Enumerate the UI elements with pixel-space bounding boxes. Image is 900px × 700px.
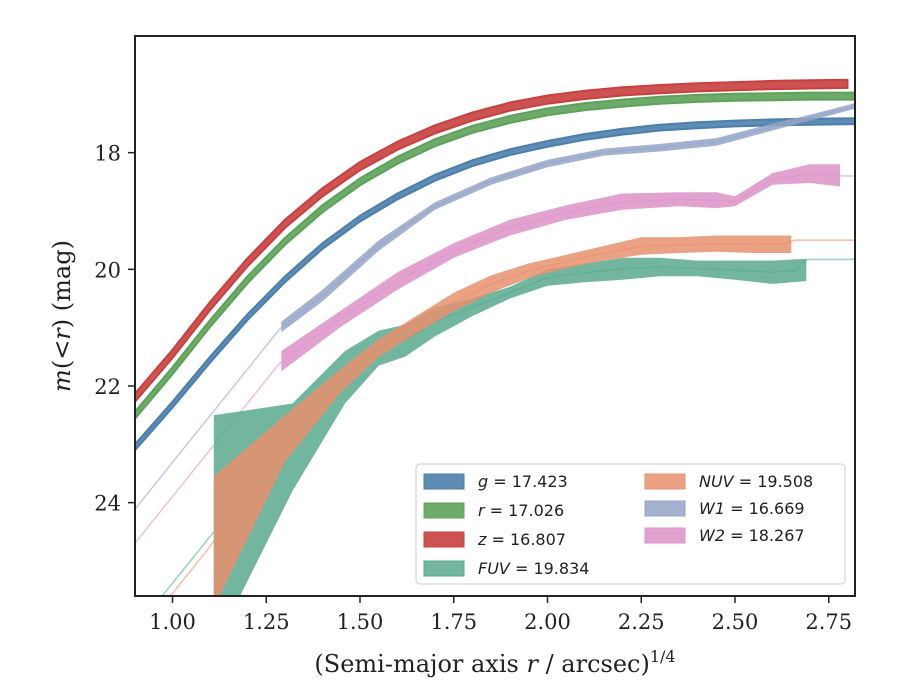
x-tick-label: 1.00 bbox=[149, 610, 196, 634]
x-tick-label: 2.00 bbox=[524, 610, 571, 634]
x-axis-label: (Semi-major axis r / arcsec)1/4 bbox=[314, 647, 675, 678]
x-tick-label: 2.50 bbox=[712, 610, 759, 634]
series-g-band bbox=[135, 117, 855, 452]
legend-swatch-w2 bbox=[644, 527, 686, 544]
series-r-band bbox=[135, 91, 855, 421]
legend-swatch-fuv bbox=[423, 560, 465, 577]
y-axis-ticks: 18 20 22 24 bbox=[94, 142, 135, 516]
legend-label-fuv: FUV = 19.834 bbox=[478, 559, 589, 578]
x-tick-label: 1.25 bbox=[243, 610, 290, 634]
legend-swatch-g bbox=[423, 473, 465, 490]
legend-box bbox=[415, 463, 846, 585]
x-tick-label: 2.75 bbox=[805, 610, 852, 634]
legend-label-r: r = 17.026 bbox=[478, 501, 564, 520]
y-tick-label: 24 bbox=[94, 492, 121, 516]
legend-swatch-r bbox=[423, 502, 465, 519]
legend-label-nuv: NUV = 19.508 bbox=[699, 472, 813, 491]
y-axis-label: m(<r) (mag) bbox=[48, 240, 76, 392]
legend-swatch-z bbox=[423, 531, 465, 548]
series-fuv-band bbox=[213, 257, 807, 596]
y-tick-label: 18 bbox=[94, 142, 121, 166]
legend: g = 17.423 r = 17.026 z = 16.807 FUV = 19.8… bbox=[415, 463, 846, 585]
y-tick-label: 20 bbox=[94, 258, 121, 282]
y-tick-label: 22 bbox=[94, 375, 121, 399]
x-tick-label: 1.75 bbox=[430, 610, 477, 634]
legend-label-g: g = 17.423 bbox=[478, 472, 568, 491]
legend-label-z: z = 16.807 bbox=[477, 530, 566, 549]
x-axis-ticks: 1.00 1.25 1.50 1.75 2.00 2.25 2.50 2.75 bbox=[149, 596, 852, 634]
legend-swatch-nuv bbox=[644, 473, 686, 490]
plot-data-layer bbox=[135, 78, 855, 596]
x-tick-label: 2.25 bbox=[618, 610, 665, 634]
legend-label-w2: W2 = 18.267 bbox=[699, 526, 805, 545]
series-z-band bbox=[135, 78, 849, 404]
x-tick-label: 1.50 bbox=[337, 610, 384, 634]
plot-frame bbox=[134, 35, 856, 597]
legend-swatch-w1 bbox=[644, 500, 686, 517]
legend-label-w1: W1 = 16.669 bbox=[699, 499, 805, 518]
